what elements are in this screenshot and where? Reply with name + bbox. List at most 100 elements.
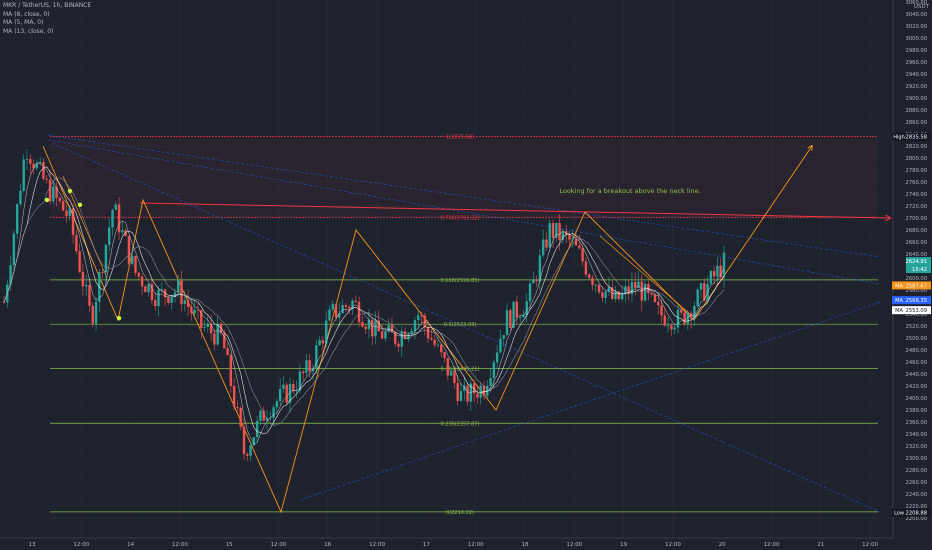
low-badge[interactable]: Low 2208.88 — [892, 508, 931, 517]
time-tick-label: 16 — [324, 542, 331, 548]
price-tick-label: 2420.00 — [906, 384, 927, 390]
candle-body — [68, 208, 71, 216]
ma2-badge-tag-label: MA — [895, 298, 903, 304]
candle-body — [440, 344, 443, 353]
ma3-badge-value: 2553.09 — [906, 308, 927, 314]
candle-body — [209, 324, 213, 334]
candle-body — [699, 283, 703, 290]
candle-body — [403, 331, 407, 339]
candle-body — [433, 339, 436, 346]
candle-body — [564, 231, 568, 235]
currency-label[interactable]: USDT — [913, 4, 929, 10]
candle-body — [213, 333, 216, 345]
candle-body — [232, 385, 236, 407]
candle-body — [111, 209, 114, 228]
candle-body — [703, 283, 706, 301]
candle-body — [397, 343, 400, 347]
high-badge[interactable]: High 2835.58 — [892, 132, 931, 141]
price-tick-label: 2760.00 — [906, 180, 927, 186]
candle-body — [48, 179, 52, 202]
candle-body — [45, 178, 48, 180]
candle-body — [594, 284, 597, 286]
candle-body — [108, 227, 111, 245]
candle-body — [203, 326, 206, 328]
candle-body — [42, 161, 45, 179]
candle-body — [94, 301, 98, 324]
ma1-badge-tag — [892, 281, 906, 290]
candle-body — [157, 289, 160, 307]
candle-body — [278, 388, 282, 402]
candle-body — [555, 222, 558, 238]
fib-level-label: 0.236(2357.87) — [441, 421, 480, 427]
candle-body — [693, 306, 696, 319]
low-badge-value: 2208.88 — [906, 511, 927, 517]
candle-body — [666, 325, 670, 327]
symbol-title[interactable]: MKR / TetherUS, 1h, BINANCE — [3, 2, 92, 9]
price-tick-label: 2720.00 — [906, 204, 927, 210]
candle-body — [252, 437, 256, 446]
ma1-badge[interactable]: MA 2587.67 — [892, 281, 931, 290]
candle-body — [680, 309, 683, 313]
candle-body — [357, 301, 361, 323]
current-price-badge-value: 2624.91 — [906, 259, 927, 265]
ma3-badge-box — [906, 306, 931, 315]
current-price-badge-box — [906, 257, 931, 266]
candle-body — [186, 300, 190, 307]
candle-body — [216, 323, 219, 345]
candle-body — [308, 360, 311, 372]
candle-body — [121, 230, 124, 233]
ma3-badge[interactable]: MA 2553.09 — [892, 306, 931, 315]
candle-body — [604, 291, 607, 298]
candle-body — [351, 300, 354, 309]
candle-body — [65, 210, 68, 216]
candle-body — [528, 283, 532, 302]
candle-body — [361, 322, 364, 327]
candle-body — [15, 204, 19, 234]
candle-body — [341, 305, 344, 314]
current-time-badge[interactable]: 15:42 — [906, 265, 931, 274]
candle-body — [627, 286, 630, 295]
indicator-ma-13[interactable]: MA (13, close, 0) — [3, 27, 54, 35]
price-tick-label: 2360.00 — [906, 420, 927, 426]
indicator-ma-8[interactable]: MA (8, close, 0) — [3, 10, 50, 18]
ma2-badge[interactable]: MA 2566.35 — [892, 296, 931, 305]
low-badge-box — [906, 508, 931, 517]
candle-body — [101, 272, 104, 273]
current-price-badge[interactable]: 2624.91 — [906, 257, 931, 266]
candle-body — [476, 393, 479, 398]
candle-body — [229, 355, 233, 386]
candle-body — [387, 325, 390, 332]
candle-body — [390, 325, 394, 333]
price-tick-label: 2460.00 — [906, 360, 927, 366]
high-badge-box — [906, 132, 931, 141]
candle-body — [417, 315, 420, 321]
candle-body — [479, 385, 482, 398]
indicator-ma-5[interactable]: MA (5, MA, 0) — [3, 19, 44, 27]
price-tick-label: 2540.00 — [906, 312, 927, 318]
fib-level-label: 0.5(2523.03) — [444, 322, 477, 328]
candle-body — [305, 360, 308, 373]
candle-body — [91, 305, 94, 324]
candle-body — [509, 310, 512, 328]
candle-body — [716, 265, 719, 277]
candle-body — [413, 320, 417, 331]
price-tick-label: 2500.00 — [906, 336, 927, 342]
candle-body — [640, 281, 644, 301]
candle-body — [581, 248, 584, 262]
candle-body — [183, 300, 187, 305]
candle-body — [548, 223, 551, 248]
candle-body — [344, 305, 348, 307]
candle-body — [269, 417, 272, 419]
fib-level-label: 0.382(2449.21) — [441, 366, 480, 372]
candle-body — [19, 190, 22, 205]
ma1-badge-box — [906, 281, 931, 290]
price-axis: 3060.00 3040.00 3020.00 3000.00 2980.00 2960.… — [892, 0, 932, 550]
candle-body — [584, 261, 588, 275]
candle-body — [489, 378, 492, 386]
candle-body — [683, 312, 686, 324]
candle-body — [377, 320, 380, 332]
time-tick-label: 12:00 — [566, 542, 582, 548]
time-tick-label: 17 — [423, 542, 430, 548]
